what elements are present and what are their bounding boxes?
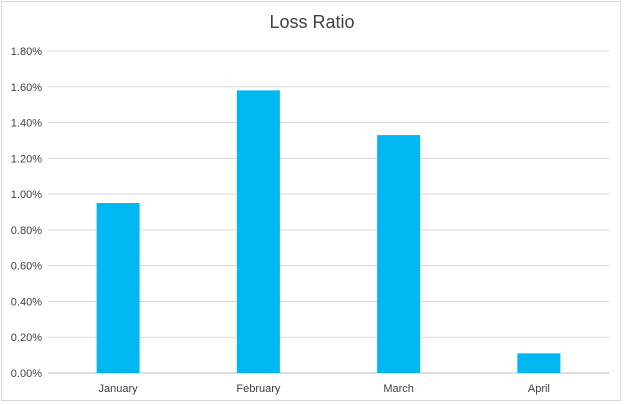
y-tick-label: 1.60% — [11, 82, 42, 94]
x-tick-label: January — [99, 383, 139, 395]
x-tick-label: April — [528, 383, 550, 395]
y-tick-label: 0.80% — [11, 225, 42, 237]
y-tick-label: 0.40% — [11, 296, 42, 308]
bar-february — [236, 90, 280, 373]
x-tick-label: February — [236, 383, 281, 395]
y-axis-ticks: 0.00% 0.20% 0.40% 0.60% 0.80% 1.00% 1.20% 1.40%… — [11, 46, 42, 380]
y-tick-label: 1.20% — [11, 153, 42, 165]
y-tick-label: 0.20% — [11, 332, 42, 344]
x-axis-ticks: January February March April — [99, 383, 550, 395]
x-tick-label: March — [383, 383, 414, 395]
bar-march — [377, 135, 421, 373]
chart-title: Loss Ratio — [269, 12, 355, 32]
grid-layer — [48, 50, 609, 374]
y-tick-label: 0.60% — [11, 261, 42, 273]
bar-january — [96, 203, 140, 373]
y-tick-label: 1.00% — [11, 189, 42, 201]
bar-april — [517, 353, 561, 373]
y-tick-label: 1.80% — [11, 46, 42, 58]
y-tick-label: 1.40% — [11, 118, 42, 130]
bars — [96, 90, 561, 373]
y-tick-label: 0.00% — [11, 368, 42, 380]
